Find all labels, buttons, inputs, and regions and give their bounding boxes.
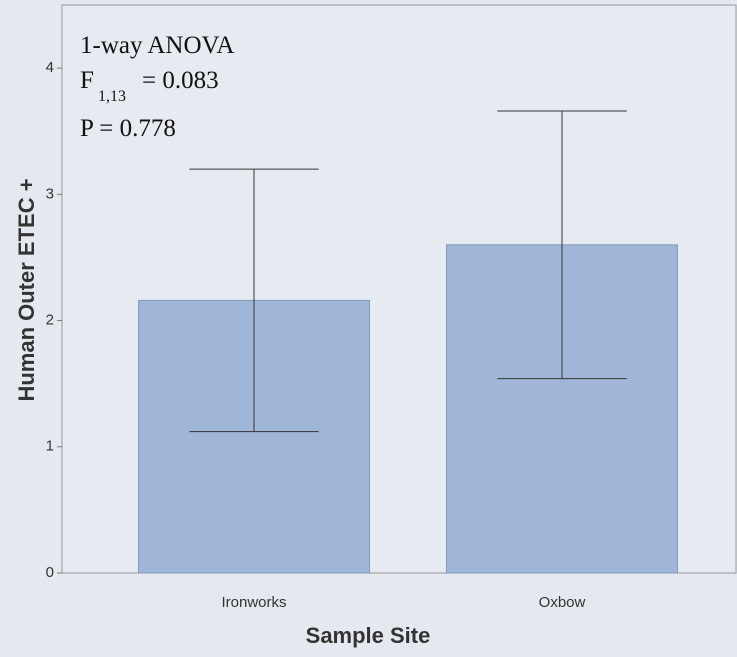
- y-tick-label: 3: [46, 185, 54, 202]
- y-tick-label: 0: [46, 564, 54, 581]
- annotation: 1-way ANOVA: [80, 32, 234, 59]
- x-axis-title: Sample Site: [306, 623, 431, 648]
- annotation: = 0.083: [142, 67, 219, 94]
- annotation-subscript: 1,13: [98, 88, 126, 105]
- y-tick-label: 2: [46, 312, 54, 329]
- y-axis-title: Human Outer ETEC +: [14, 178, 39, 401]
- annotation: F: [80, 67, 94, 94]
- y-tick-label: 1: [46, 438, 54, 455]
- y-tick-label: 4: [46, 59, 54, 76]
- annotation: P = 0.778: [80, 115, 176, 142]
- bar: [138, 299, 370, 574]
- x-tick-label: Oxbow: [539, 594, 586, 611]
- x-tick-label: Ironworks: [221, 594, 286, 611]
